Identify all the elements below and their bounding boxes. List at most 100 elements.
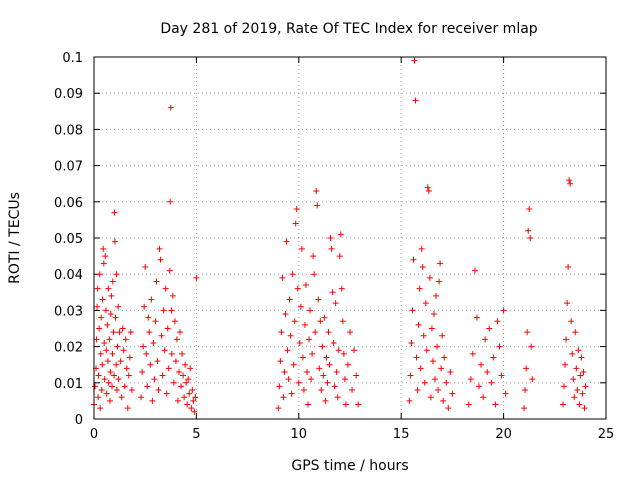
- data-point: [167, 104, 174, 111]
- data-point: [168, 350, 175, 357]
- data-point: [341, 376, 348, 383]
- x-tick-label: 15: [393, 427, 410, 442]
- data-point: [414, 387, 421, 394]
- data-point: [524, 329, 531, 336]
- data-point: [184, 401, 191, 408]
- data-point: [496, 343, 503, 350]
- data-point: [98, 314, 105, 321]
- y-tick-label: 0.05: [54, 232, 83, 247]
- data-point: [290, 361, 297, 368]
- data-point: [471, 267, 478, 274]
- data-point: [179, 350, 186, 357]
- data-point: [109, 278, 116, 285]
- data-point: [177, 329, 184, 336]
- data-point: [119, 325, 126, 332]
- data-point: [573, 365, 580, 372]
- data-point: [152, 318, 159, 325]
- y-tick-label: 0.1: [62, 51, 83, 66]
- data-point: [145, 314, 152, 321]
- data-point: [116, 329, 123, 336]
- data-point: [305, 401, 312, 408]
- data-point: [480, 394, 487, 401]
- data-point: [164, 325, 171, 332]
- data-point: [167, 198, 174, 205]
- y-tick-label: 0.01: [54, 377, 83, 392]
- data-point: [445, 405, 452, 412]
- data-point: [433, 292, 440, 299]
- data-point: [575, 347, 582, 354]
- data-point: [482, 336, 489, 343]
- data-point: [175, 368, 182, 375]
- data-point: [344, 361, 351, 368]
- data-point: [312, 329, 319, 336]
- data-point: [105, 379, 112, 386]
- data-point: [322, 397, 329, 404]
- data-point: [100, 245, 107, 252]
- data-point: [565, 263, 572, 270]
- data-point: [178, 383, 185, 390]
- data-point: [94, 285, 101, 292]
- data-point: [337, 231, 344, 238]
- data-point: [416, 285, 423, 292]
- data-point: [186, 390, 193, 397]
- data-point: [562, 361, 569, 368]
- data-point: [166, 267, 173, 274]
- data-point: [289, 271, 296, 278]
- data-point: [582, 383, 589, 390]
- data-point: [431, 376, 438, 383]
- data-point: [301, 321, 308, 328]
- x-tick-label: 25: [598, 427, 615, 442]
- data-point: [498, 372, 505, 379]
- data-point: [570, 376, 577, 383]
- data-point: [492, 401, 499, 408]
- data-point: [574, 387, 581, 394]
- data-point: [92, 383, 99, 390]
- data-point: [125, 372, 132, 379]
- data-point: [154, 358, 161, 365]
- data-point: [161, 347, 168, 354]
- data-point: [567, 180, 574, 187]
- data-point: [324, 379, 331, 386]
- data-point: [127, 329, 134, 336]
- data-point: [156, 245, 163, 252]
- data-point: [299, 354, 306, 361]
- data-point: [296, 339, 303, 346]
- data-point: [106, 397, 113, 404]
- data-point: [437, 260, 444, 267]
- data-point: [326, 361, 333, 368]
- data-point: [117, 358, 124, 365]
- data-point: [113, 361, 120, 368]
- data-point: [98, 387, 105, 394]
- data-point: [114, 343, 121, 350]
- data-point: [107, 368, 114, 375]
- x-axis-label: GPS time / hours: [291, 458, 408, 474]
- data-point: [561, 383, 568, 390]
- data-point: [486, 325, 493, 332]
- data-point: [138, 394, 145, 401]
- data-point: [579, 390, 586, 397]
- data-point: [95, 372, 102, 379]
- data-point: [435, 387, 442, 394]
- data-point: [101, 339, 108, 346]
- data-point: [580, 368, 587, 375]
- data-point: [349, 387, 356, 394]
- data-point: [355, 401, 362, 408]
- data-point: [572, 329, 579, 336]
- data-point: [440, 397, 447, 404]
- data-point: [563, 336, 570, 343]
- data-point: [170, 379, 177, 386]
- data-point: [476, 383, 483, 390]
- data-point: [153, 278, 160, 285]
- data-point: [168, 307, 175, 314]
- data-point: [124, 405, 131, 412]
- data-point: [418, 245, 425, 252]
- data-point: [417, 365, 424, 372]
- data-point: [126, 354, 133, 361]
- data-point: [318, 387, 325, 394]
- data-point: [413, 354, 420, 361]
- data-point: [353, 372, 360, 379]
- data-point: [159, 372, 166, 379]
- data-point: [291, 318, 298, 325]
- data-point: [335, 347, 342, 354]
